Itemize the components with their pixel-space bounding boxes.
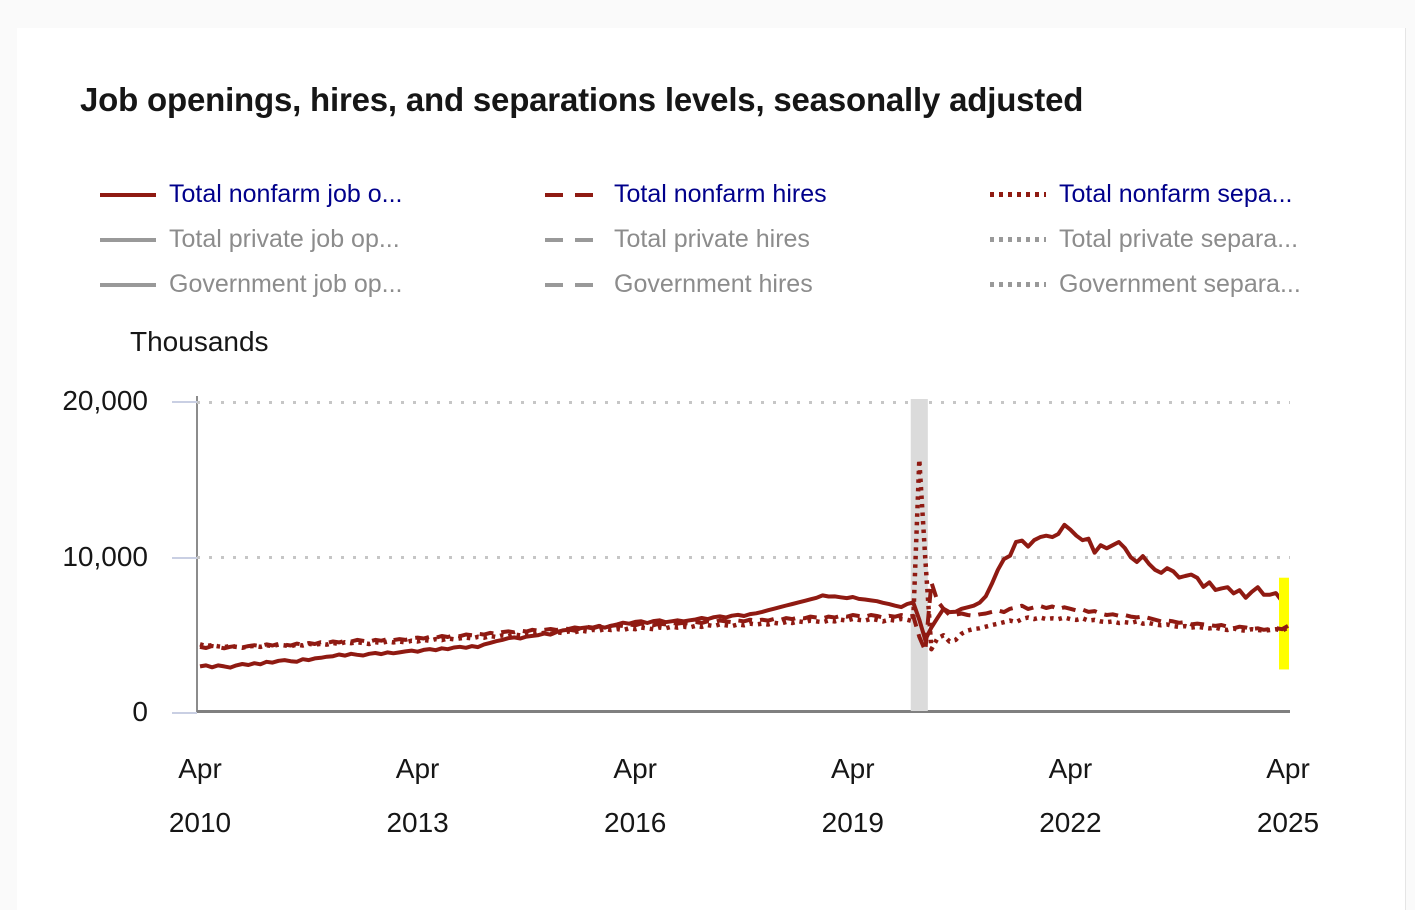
- x-tick-year: 2016: [604, 807, 667, 838]
- x-tick-label: Apr 2010: [130, 742, 270, 850]
- x-tick-year: 2013: [386, 807, 449, 838]
- legend-item-label: Total nonfarm job o...: [169, 180, 403, 208]
- x-tick-year: 2019: [821, 807, 884, 838]
- x-tick-label: Apr 2013: [348, 742, 488, 850]
- x-tick-year: 2025: [1256, 807, 1320, 838]
- legend-solid-line-icon: [100, 192, 156, 197]
- x-tick-month: Apr: [1266, 753, 1310, 784]
- legend-item[interactable]: Government hires: [545, 262, 827, 307]
- x-tick-month: Apr: [1048, 753, 1093, 784]
- x-tick-year: 2022: [1039, 807, 1102, 838]
- y-tick-mark: [172, 712, 197, 714]
- legend-item[interactable]: Total private separa...: [990, 217, 1301, 262]
- y-tick-mark: [172, 401, 197, 403]
- x-tick-label: Apr 2025: [1218, 742, 1358, 850]
- x-axis-baseline: [197, 710, 1290, 713]
- x-tick-label: Apr 2019: [783, 742, 923, 850]
- legend-column-separations: Total nonfarm sepa... Total private separ…: [990, 172, 1301, 307]
- legend-item[interactable]: Total nonfarm job o...: [100, 172, 402, 217]
- y-tick-label: 10,000: [62, 540, 148, 572]
- legend-solid-line-icon: [100, 282, 156, 287]
- legend-item-label: Government hires: [614, 270, 813, 298]
- x-tick-label: Apr 2016: [565, 742, 705, 850]
- y-tick-label: 20,000: [62, 385, 148, 416]
- legend-item-label: Total nonfarm hires: [614, 180, 827, 208]
- x-tick-month: Apr: [831, 753, 875, 784]
- legend-item-label: Total private job op...: [169, 225, 400, 253]
- y-axis-units-label: Thousands: [130, 326, 269, 357]
- x-tick-month: Apr: [178, 753, 222, 784]
- legend-column-job-openings: Total nonfarm job o... Total private job …: [100, 172, 402, 307]
- legend-item[interactable]: Total private job op...: [100, 217, 402, 262]
- legend-item-label: Government separa...: [1059, 270, 1301, 298]
- x-tick-label: Apr 2022: [1000, 742, 1140, 850]
- chart-title: Job openings, hires, and separations lev…: [80, 81, 1084, 119]
- legend-item[interactable]: Total private hires: [545, 217, 827, 262]
- legend-dotted-line-icon: [990, 282, 1046, 287]
- legend-item-label: Total nonfarm sepa...: [1059, 180, 1293, 208]
- legend-column-hires: Total nonfarm hires Total private hires Go…: [545, 172, 827, 307]
- y-tick-label: 0: [132, 696, 148, 727]
- legend-dashed-line-icon: [545, 192, 601, 197]
- gridline: [197, 400, 1290, 404]
- legend-solid-line-icon: [100, 237, 156, 242]
- legend-dashed-line-icon: [545, 237, 601, 242]
- x-tick-year: 2010: [168, 807, 232, 838]
- legend-item[interactable]: Total nonfarm sepa...: [990, 172, 1301, 217]
- y-axis-line: [196, 396, 198, 713]
- gridline: [197, 556, 1290, 559]
- y-tick-mark: [172, 556, 197, 559]
- legend-item-label: Government job op...: [169, 270, 403, 298]
- legend-item[interactable]: Government job op...: [100, 262, 402, 307]
- legend-item-label: Total private separa...: [1059, 225, 1299, 253]
- legend-item[interactable]: Government separa...: [990, 262, 1301, 307]
- legend-dotted-line-icon: [990, 192, 1046, 197]
- x-tick-month: Apr: [395, 753, 440, 784]
- x-tick-month: Apr: [613, 753, 657, 784]
- legend-item-label: Total private hires: [614, 225, 810, 253]
- legend-dotted-line-icon: [990, 237, 1046, 242]
- legend-dashed-line-icon: [545, 282, 601, 287]
- legend-item[interactable]: Total nonfarm hires: [545, 172, 827, 217]
